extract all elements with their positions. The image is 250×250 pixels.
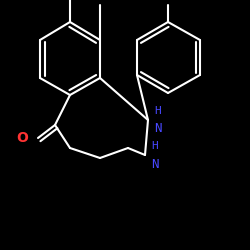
Text: H: H xyxy=(154,106,161,116)
Text: H: H xyxy=(151,141,158,151)
Text: N: N xyxy=(154,122,162,136)
Text: N: N xyxy=(151,158,159,170)
Text: O: O xyxy=(16,131,28,145)
